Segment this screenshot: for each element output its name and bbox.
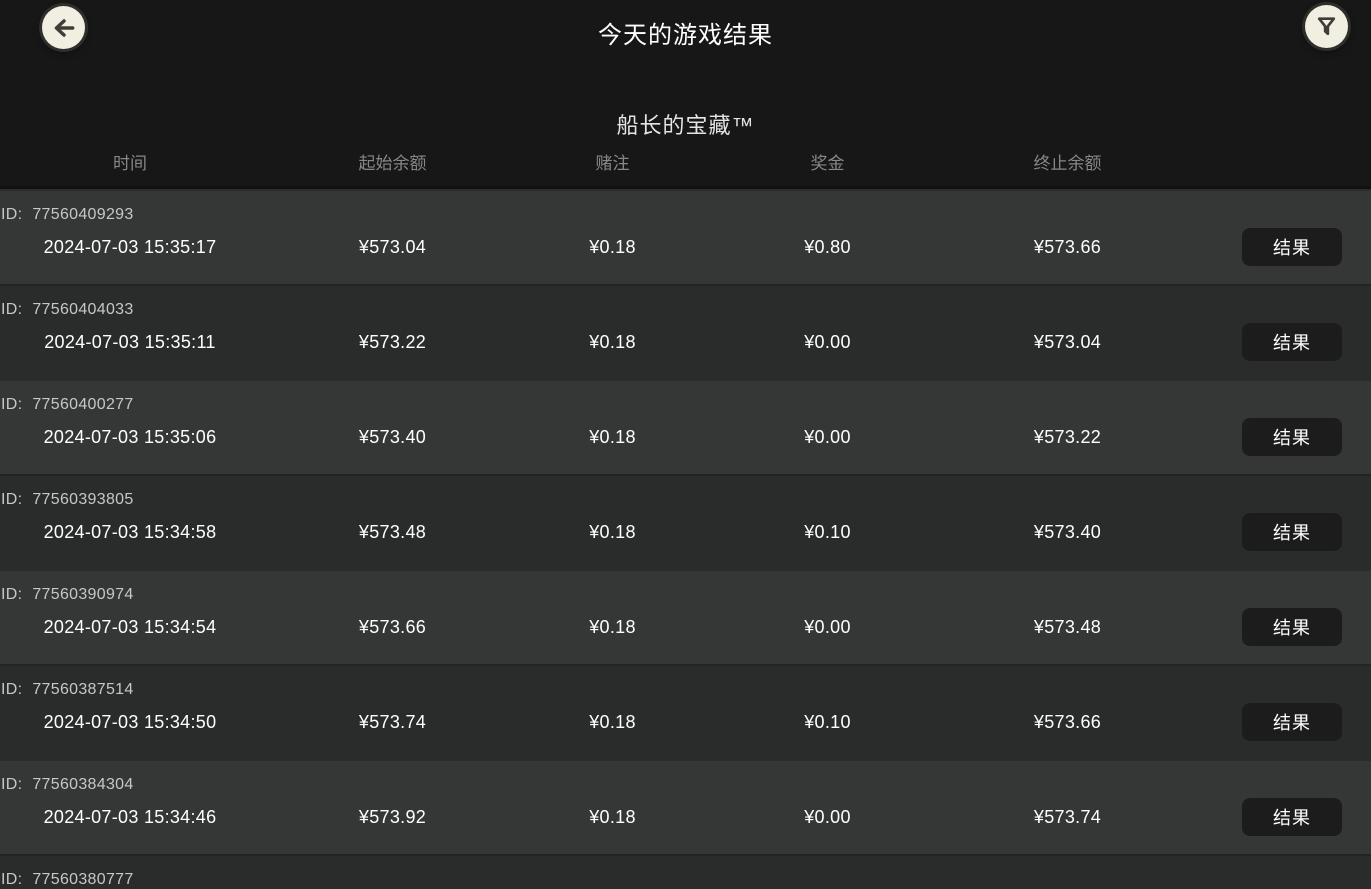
table-row: ID: 77560393805 2024-07-03 15:34:58 ¥573.… xyxy=(0,474,1371,569)
row-values: 2024-07-03 15:35:11 ¥573.22 ¥0.18 ¥0.00 … xyxy=(0,322,1371,362)
result-button[interactable]: 结果 xyxy=(1242,703,1342,741)
game-id-line: ID: 77560404033 xyxy=(1,301,134,319)
cell-prize: ¥0.00 xyxy=(804,806,851,827)
game-title: 船长的宝藏™ xyxy=(616,113,755,138)
table-row: ID: 77560387514 2024-07-03 15:34:50 ¥573.… xyxy=(0,664,1371,759)
game-id-label: ID: xyxy=(1,871,23,888)
game-id-line: ID: 77560380777 xyxy=(1,871,134,889)
cell-bet: ¥0.18 xyxy=(589,236,636,257)
table-row: ID: 77560404033 2024-07-03 15:35:11 ¥573.… xyxy=(0,284,1371,379)
cell-prize: ¥0.00 xyxy=(804,331,851,352)
game-id-line: ID: 77560384304 xyxy=(1,776,134,794)
game-id-label: ID: xyxy=(1,206,23,223)
cell-prize: ¥0.10 xyxy=(804,521,851,542)
cell-time: 2024-07-03 15:35:11 xyxy=(44,331,216,352)
back-button[interactable] xyxy=(42,6,85,49)
cell-prize: ¥0.00 xyxy=(804,426,851,447)
game-id-label: ID: xyxy=(1,681,23,698)
table-row: ID:77560380777 结果 xyxy=(0,854,1371,889)
cell-prize: ¥0.80 xyxy=(804,236,851,257)
row-values: 2024-07-03 15:34:58 ¥573.48 ¥0.18 ¥0.10 … xyxy=(0,512,1371,552)
page-header: 今天的游戏结果 船长的宝藏™ 时间 起始余额 赌注 奖金 终止余额 xyxy=(0,0,1371,186)
row-values: 2024-07-03 15:34:50 ¥573.74 ¥0.18 ¥0.10 … xyxy=(0,702,1371,742)
game-id-label: ID: xyxy=(1,586,23,603)
cell-end-balance: ¥573.40 xyxy=(1033,521,1102,542)
result-button[interactable]: 结果 xyxy=(1242,323,1342,361)
game-id-label: ID: xyxy=(1,491,23,508)
cell-prize: ¥0.00 xyxy=(804,616,851,637)
cell-prize: ¥0.10 xyxy=(804,711,851,732)
cell-bet: ¥0.18 xyxy=(589,331,636,352)
cell-bet: ¥0.18 xyxy=(589,711,636,732)
game-id-value: 77560384304 xyxy=(32,776,134,793)
cell-time: 2024-07-03 15:34:46 xyxy=(43,806,217,827)
game-id-line: ID: 77560400277 xyxy=(1,396,134,414)
game-id-value: 77560393805 xyxy=(32,491,134,508)
filter-button[interactable] xyxy=(1305,5,1348,48)
result-button[interactable]: 结果 xyxy=(1242,513,1342,551)
cell-time: 2024-07-03 15:34:54 xyxy=(43,616,217,637)
results-table-body: ID: 77560409293 2024-07-03 15:35:17 ¥573.… xyxy=(0,186,1371,889)
table-row: ID: 77560390974 2024-07-03 15:34:54 ¥573.… xyxy=(0,569,1371,664)
cell-bet: ¥0.18 xyxy=(589,426,636,447)
cell-bet: ¥0.18 xyxy=(589,521,636,542)
cell-bet: ¥0.18 xyxy=(589,616,636,637)
cell-start-balance: ¥573.92 xyxy=(358,806,427,827)
filter-funnel-icon xyxy=(1314,14,1339,39)
row-values: 2024-07-03 15:35:06 ¥573.40 ¥0.18 ¥0.00 … xyxy=(0,417,1371,457)
cell-start-balance: ¥573.48 xyxy=(358,521,427,542)
column-header-bet: 赌注 xyxy=(595,154,630,173)
game-id-value: 77560387514 xyxy=(32,681,134,698)
column-header-time: 时间 xyxy=(113,154,147,173)
game-id-line: ID: 77560390974 xyxy=(1,586,134,604)
game-id-value: 77560404033 xyxy=(32,301,134,318)
column-header-end-balance: 终止余额 xyxy=(1033,154,1102,173)
cell-start-balance: ¥573.04 xyxy=(358,236,427,257)
column-header-start-balance: 起始余额 xyxy=(358,154,427,173)
game-id-label: ID: xyxy=(1,396,23,413)
game-id-line: ID: 77560409293 xyxy=(1,206,134,224)
cell-start-balance: ¥573.66 xyxy=(358,616,427,637)
game-id-label: ID: xyxy=(1,776,23,793)
page-title: 今天的游戏结果 xyxy=(598,22,773,49)
cell-time: 2024-07-03 15:34:58 xyxy=(43,521,217,542)
cell-time: 2024-07-03 15:35:17 xyxy=(43,236,217,257)
result-button[interactable]: 结果 xyxy=(1242,798,1342,836)
table-row: ID: 77560384304 2024-07-03 15:34:46 ¥573.… xyxy=(0,759,1371,854)
cell-end-balance: ¥573.48 xyxy=(1033,616,1102,637)
game-id-value: 77560409293 xyxy=(32,206,134,223)
column-header-prize: 奖金 xyxy=(810,154,845,173)
game-id-line: ID: 77560393805 xyxy=(1,491,134,509)
cell-bet: ¥0.18 xyxy=(589,806,636,827)
cell-time: 2024-07-03 15:34:50 xyxy=(43,711,217,732)
game-id-value: 77560380777 xyxy=(32,871,134,888)
cell-end-balance: ¥573.22 xyxy=(1033,426,1102,447)
cell-start-balance: ¥573.74 xyxy=(358,711,427,732)
game-id-line: ID: 77560387514 xyxy=(1,681,134,699)
result-button[interactable]: 结果 xyxy=(1242,418,1342,456)
table-column-headers: 时间 起始余额 赌注 奖金 终止余额 xyxy=(0,152,1371,176)
cell-end-balance: ¥573.66 xyxy=(1033,711,1102,732)
cell-time: 2024-07-03 15:35:06 xyxy=(43,426,217,447)
cell-end-balance: ¥573.74 xyxy=(1033,806,1102,827)
game-id-value: 77560390974 xyxy=(32,586,134,603)
back-arrow-icon xyxy=(51,15,77,41)
cell-end-balance: ¥573.04 xyxy=(1033,331,1102,352)
cell-start-balance: ¥573.40 xyxy=(358,426,427,447)
row-values: 2024-07-03 15:35:17 ¥573.04 ¥0.18 ¥0.80 … xyxy=(0,227,1371,267)
cell-end-balance: ¥573.66 xyxy=(1033,236,1102,257)
result-button[interactable]: 结果 xyxy=(1242,228,1342,266)
result-button[interactable]: 结果 xyxy=(1242,608,1342,646)
game-id-value: 77560400277 xyxy=(32,396,134,413)
row-values: 2024-07-03 15:34:46 ¥573.92 ¥0.18 ¥0.00 … xyxy=(0,797,1371,837)
table-row: ID: 77560400277 2024-07-03 15:35:06 ¥573.… xyxy=(0,379,1371,474)
game-id-label: ID: xyxy=(1,301,23,318)
cell-start-balance: ¥573.22 xyxy=(358,331,427,352)
row-values: 2024-07-03 15:34:54 ¥573.66 ¥0.18 ¥0.00 … xyxy=(0,607,1371,647)
table-row: ID: 77560409293 2024-07-03 15:35:17 ¥573.… xyxy=(0,189,1371,284)
